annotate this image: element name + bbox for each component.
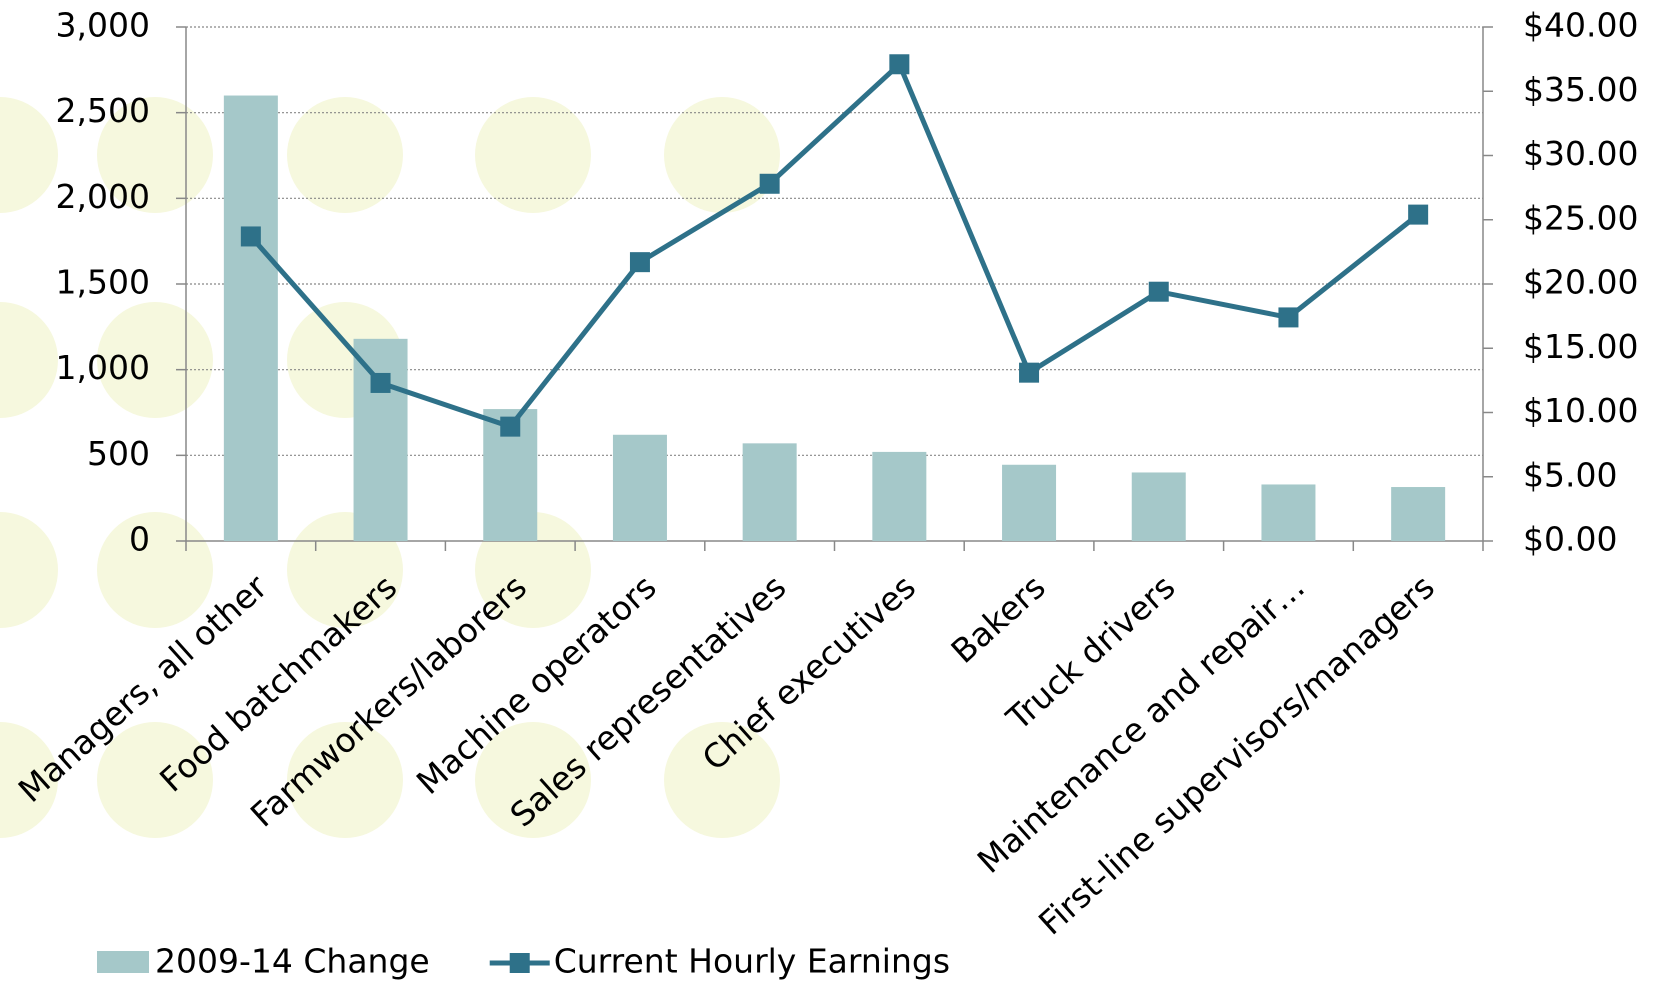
y2-tick-label: $30.00 [1523,134,1638,173]
y2-tick-label: $40.00 [1523,6,1638,45]
y2-tick-label: $20.00 [1523,263,1638,302]
marker [370,372,391,393]
y-tick-label: 500 [87,434,150,473]
y2-tick-label: $15.00 [1523,327,1638,366]
y-tick-label: 3,000 [56,6,150,45]
bar [742,443,797,541]
y2-tick-label: $10.00 [1523,391,1638,430]
legend-label: 2009-14 Change [155,942,430,981]
x-tick-label: Bakers [944,567,1053,671]
marker [629,252,650,273]
y-tick-label: 2,500 [56,91,150,130]
y-tick-label: 1,500 [56,263,150,302]
marker [1148,281,1169,302]
marker [1408,204,1429,225]
bar [1261,484,1316,541]
line [248,60,1420,430]
x-tick-label: Chief executives [695,567,923,778]
y-tick-label: 2,000 [56,177,150,216]
bar [1391,487,1446,541]
marker [500,416,521,437]
bar [612,434,667,541]
y2-tick-label: $35.00 [1523,70,1638,109]
y2-tick-label: $0.00 [1523,520,1617,559]
bar [353,338,408,541]
legend-label: Current Hourly Earnings [554,942,950,981]
bar [1002,464,1057,541]
marker [1278,307,1299,328]
legend-swatch [509,953,530,973]
marker [1019,362,1040,383]
y2-tick-label: $25.00 [1523,198,1638,237]
bar [1131,472,1186,541]
y-tick-label: 0 [129,520,150,559]
legend-swatch [97,951,149,973]
marker [889,54,910,75]
marker [759,173,780,194]
bar [223,95,278,542]
marker [240,226,261,247]
bar [872,451,927,541]
y2-tick-label: $5.00 [1523,455,1617,494]
y-tick-label: 1,000 [56,348,150,387]
